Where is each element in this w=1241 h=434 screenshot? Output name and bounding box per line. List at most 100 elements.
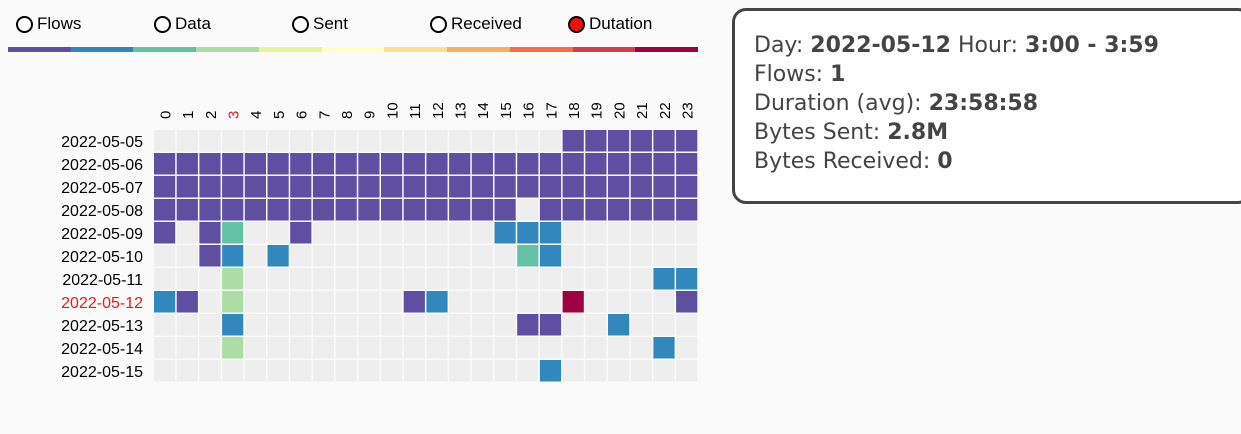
heatmap-cell[interactable] [403, 153, 425, 175]
heatmap-cell[interactable] [312, 199, 335, 221]
heatmap-cell[interactable] [312, 245, 335, 267]
heatmap-cell[interactable] [335, 199, 357, 221]
heatmap-cell[interactable] [154, 360, 176, 382]
heatmap-cell[interactable] [653, 176, 675, 198]
heatmap-cell[interactable] [539, 222, 562, 244]
heatmap-cell[interactable] [154, 268, 176, 290]
heatmap-cell[interactable] [312, 153, 335, 175]
heatmap-cell[interactable] [562, 199, 584, 221]
heatmap-cell[interactable] [449, 222, 471, 244]
heatmap-cell[interactable] [449, 291, 471, 313]
heatmap-cell[interactable] [244, 245, 266, 267]
heatmap-cell[interactable] [199, 268, 221, 290]
heatmap-cell[interactable] [562, 360, 584, 382]
heatmap-cell[interactable] [381, 130, 403, 152]
heatmap-cell[interactable] [449, 337, 471, 359]
heatmap-cell[interactable] [449, 314, 471, 336]
heatmap-cell[interactable] [471, 245, 493, 267]
heatmap-cell[interactable] [267, 222, 289, 244]
heatmap-cell[interactable] [562, 130, 584, 152]
heatmap-cell[interactable] [676, 176, 698, 198]
heatmap-cell[interactable] [608, 360, 630, 382]
heatmap-cell[interactable] [471, 176, 493, 198]
heatmap-cell[interactable] [517, 199, 539, 221]
heatmap-cell[interactable] [290, 360, 312, 382]
heatmap-cell[interactable] [267, 176, 289, 198]
heatmap-cell[interactable] [426, 268, 448, 290]
heatmap-cell[interactable] [290, 153, 312, 175]
heatmap-cell[interactable] [403, 245, 425, 267]
heatmap-cell[interactable] [471, 130, 493, 152]
heatmap-cell[interactable] [312, 222, 335, 244]
heatmap-cell[interactable] [222, 291, 244, 313]
heatmap-cell[interactable] [403, 291, 425, 313]
radio-received[interactable]: Received [430, 12, 522, 36]
heatmap-cell[interactable] [312, 268, 335, 290]
radio-sent[interactable]: Sent [292, 12, 348, 36]
heatmap-cell[interactable] [676, 268, 698, 290]
heatmap-cell[interactable] [154, 337, 176, 359]
heatmap-cell[interactable] [449, 176, 471, 198]
heatmap-cell[interactable] [608, 153, 630, 175]
heatmap-cell[interactable] [222, 176, 244, 198]
heatmap-cell[interactable] [608, 199, 630, 221]
heatmap-cell[interactable] [290, 199, 312, 221]
heatmap-cell[interactable] [471, 199, 493, 221]
heatmap-cell[interactable] [426, 222, 448, 244]
heatmap-cell[interactable] [335, 314, 357, 336]
heatmap-cell[interactable] [154, 291, 176, 313]
heatmap-cell[interactable] [222, 268, 244, 290]
heatmap-cell[interactable] [539, 360, 562, 382]
heatmap-cell[interactable] [494, 153, 516, 175]
heatmap-cell[interactable] [676, 337, 698, 359]
heatmap-cell[interactable] [494, 245, 516, 267]
heatmap-cell[interactable] [449, 360, 471, 382]
heatmap-cell[interactable] [676, 360, 698, 382]
heatmap-cell[interactable] [267, 153, 289, 175]
heatmap-cell[interactable] [539, 314, 562, 336]
heatmap-cell[interactable] [381, 222, 403, 244]
heatmap-cell[interactable] [244, 222, 266, 244]
heatmap-cell[interactable] [312, 337, 335, 359]
heatmap-cell[interactable] [381, 153, 403, 175]
heatmap-cell[interactable] [199, 245, 221, 267]
heatmap-cell[interactable] [562, 245, 584, 267]
heatmap-cell[interactable] [244, 130, 266, 152]
heatmap-cell[interactable] [426, 176, 448, 198]
heatmap-cell[interactable] [630, 176, 652, 198]
heatmap-cell[interactable] [154, 153, 176, 175]
heatmap-cell[interactable] [312, 360, 335, 382]
heatmap-cell[interactable] [494, 314, 516, 336]
heatmap-cell[interactable] [244, 291, 266, 313]
heatmap-cell[interactable] [381, 199, 403, 221]
heatmap-cell[interactable] [608, 268, 630, 290]
heatmap-cell[interactable] [381, 360, 403, 382]
heatmap-cell[interactable] [585, 245, 607, 267]
heatmap-cell[interactable] [562, 314, 584, 336]
heatmap-cell[interactable] [539, 245, 562, 267]
heatmap-cell[interactable] [312, 291, 335, 313]
heatmap-cell[interactable] [381, 291, 403, 313]
heatmap-cell[interactable] [176, 222, 198, 244]
heatmap-cell[interactable] [539, 153, 562, 175]
radio-duration[interactable]: Dutation [568, 12, 652, 36]
radio-flows[interactable]: Flows [16, 12, 81, 36]
heatmap-cell[interactable] [585, 314, 607, 336]
heatmap-cell[interactable] [358, 337, 380, 359]
heatmap-cell[interactable] [653, 245, 675, 267]
heatmap-cell[interactable] [426, 130, 448, 152]
heatmap-cell[interactable] [471, 153, 493, 175]
heatmap-cell[interactable] [244, 337, 266, 359]
heatmap-cell[interactable] [312, 314, 335, 336]
heatmap-cell[interactable] [517, 360, 539, 382]
heatmap-cell[interactable] [608, 337, 630, 359]
heatmap-cell[interactable] [630, 153, 652, 175]
heatmap-cell[interactable] [562, 222, 584, 244]
heatmap-cell[interactable] [222, 222, 244, 244]
heatmap-cell[interactable] [335, 130, 357, 152]
heatmap-cell[interactable] [335, 176, 357, 198]
heatmap-cell[interactable] [449, 153, 471, 175]
heatmap-cell[interactable] [335, 268, 357, 290]
heatmap-cell[interactable] [630, 291, 652, 313]
heatmap-cell[interactable] [358, 268, 380, 290]
